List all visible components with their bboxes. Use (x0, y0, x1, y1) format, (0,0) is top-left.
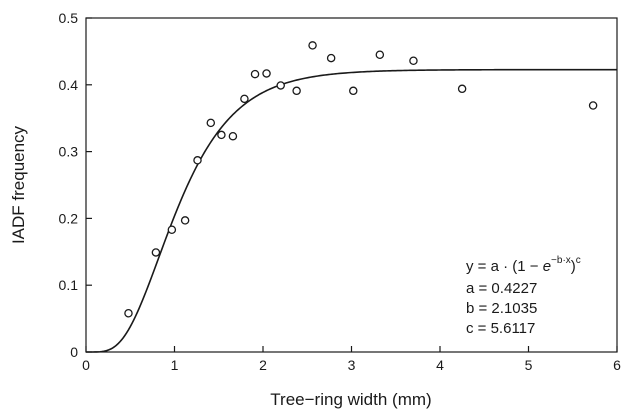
equation-lhs: y = a · (1 − (466, 258, 543, 275)
data-point (276, 81, 285, 90)
tick-labels: 0 1 2 3 4 5 6 0 0.1 0.2 0.3 0.4 0.5 (59, 10, 622, 373)
fit-curve (86, 68, 617, 353)
data-point (167, 225, 177, 235)
x-tick-label: 1 (171, 357, 179, 373)
data-point (217, 130, 226, 140)
data-point (240, 94, 249, 104)
fit-equation: y = a · (1 − e−b·x)c a = 0.4227 b = 2.10… (466, 255, 581, 337)
data-point (349, 86, 358, 96)
y-axis-label: IADF frequency (9, 125, 28, 244)
x-tick-label: 2 (259, 357, 267, 373)
equation-formula: y = a · (1 − e−b·x)c (466, 255, 581, 275)
data-point (292, 86, 301, 96)
data-point (180, 216, 190, 225)
data-point (308, 41, 317, 50)
data-point (151, 248, 161, 257)
data-point (409, 56, 418, 66)
x-tick-label: 6 (613, 357, 621, 373)
data-point (588, 101, 598, 110)
y-tick-label: 0 (70, 344, 78, 360)
x-tick-label: 4 (436, 357, 444, 373)
equation-power: c (576, 255, 581, 266)
param-c: c = 5.6117 (466, 320, 535, 337)
x-tick-label: 0 (82, 357, 90, 373)
data-point (250, 69, 260, 79)
plot-frame (85, 17, 618, 353)
y-tick-label: 0.1 (59, 277, 79, 293)
data-point (124, 309, 133, 318)
param-b: b = 2.1035 (466, 300, 537, 317)
equation-close: ) (571, 258, 576, 275)
data-point (326, 53, 336, 63)
y-tick-label: 0.5 (59, 10, 79, 26)
data-point (228, 131, 238, 141)
x-tick-label: 3 (348, 357, 356, 373)
y-tick-label: 0.2 (59, 210, 79, 226)
equation-e: e (543, 258, 551, 275)
y-tick-label: 0.4 (59, 77, 79, 93)
param-a: a = 0.4227 (466, 280, 537, 297)
ticks (85, 17, 618, 353)
data-point (457, 84, 467, 94)
data-point (193, 156, 202, 165)
x-tick-label: 5 (525, 357, 533, 373)
y-tick-label: 0.3 (59, 144, 79, 160)
x-axis-label: Tree−ring width (mm) (270, 390, 431, 409)
data-point (262, 69, 271, 78)
data-point (375, 50, 385, 59)
equation-exponent: −b·x (551, 255, 571, 266)
data-points (124, 41, 598, 318)
data-point (206, 118, 216, 128)
